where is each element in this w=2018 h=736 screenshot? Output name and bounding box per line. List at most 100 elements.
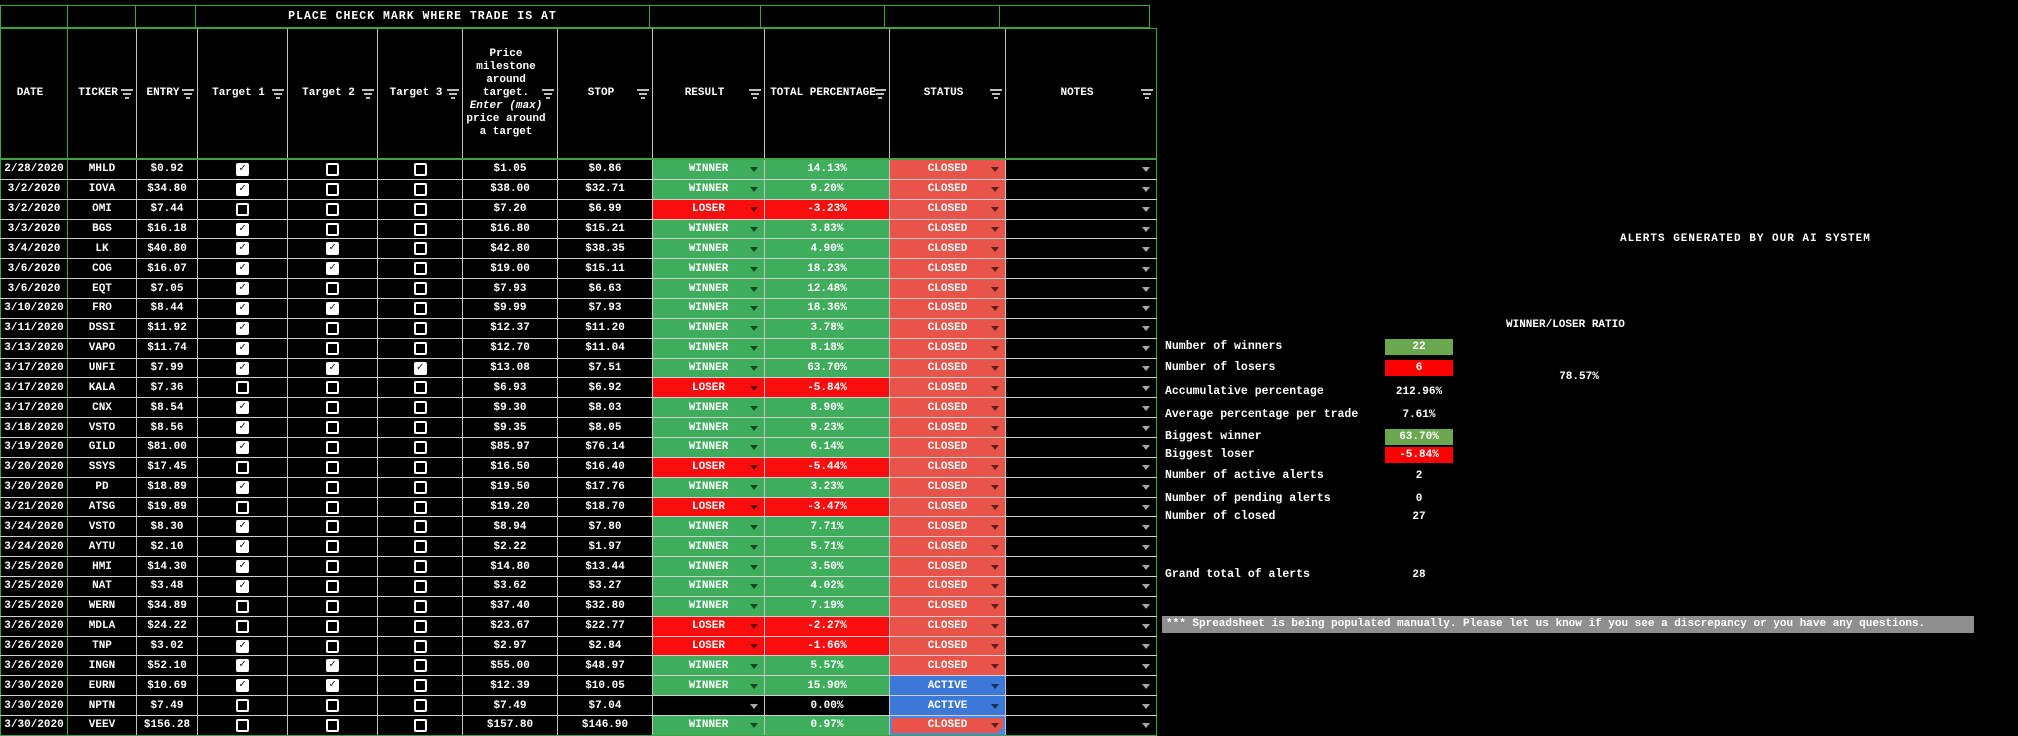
target2-cell[interactable]	[288, 577, 378, 596]
cell-result-dropdown[interactable]: LOSER	[653, 199, 765, 219]
dropdown-arrow-icon[interactable]	[991, 445, 999, 451]
banner-empty-cell[interactable]	[135, 5, 196, 28]
target1-checkbox[interactable]: ✓	[236, 182, 249, 196]
cell-stop[interactable]: $22.77	[558, 616, 653, 636]
cell-stop[interactable]: $16.40	[558, 457, 653, 477]
cell-date[interactable]: 3/25/2020	[0, 596, 68, 616]
target1-checkbox[interactable]	[236, 460, 249, 474]
header-status[interactable]: STATUS	[890, 29, 1006, 158]
cell-ticker[interactable]: EURN	[68, 676, 137, 696]
target3-cell[interactable]	[378, 179, 463, 199]
target1-cell[interactable]	[198, 378, 288, 398]
cell-result-dropdown[interactable]: WINNER	[653, 239, 765, 259]
cell-total-percentage[interactable]: -3.23%	[765, 199, 890, 219]
cell-total-percentage[interactable]: -5.84%	[765, 378, 890, 398]
cell-status-dropdown[interactable]: CLOSED	[890, 199, 1006, 219]
banner-empty-cell[interactable]	[884, 5, 1000, 28]
cell-entry[interactable]: $81.00	[137, 438, 198, 457]
target1-cell[interactable]	[198, 199, 288, 219]
header-stop[interactable]: STOP	[558, 29, 653, 158]
dropdown-arrow-icon[interactable]	[1142, 624, 1150, 630]
target3-checkbox[interactable]	[413, 540, 427, 554]
cell-entry[interactable]: $52.10	[137, 656, 198, 676]
cell-total-percentage[interactable]: 18.23%	[765, 259, 890, 279]
dropdown-arrow-icon[interactable]	[1142, 445, 1150, 451]
cell-stop[interactable]: $48.97	[558, 656, 653, 676]
target2-checkbox[interactable]	[326, 321, 339, 335]
cell-total-percentage[interactable]: -5.44%	[765, 457, 890, 477]
cell-total-percentage[interactable]: 4.90%	[765, 239, 890, 259]
cell-result-dropdown[interactable]: WINNER	[653, 179, 765, 199]
dropdown-arrow-icon[interactable]	[750, 405, 758, 411]
cell-notes-dropdown[interactable]	[1006, 596, 1157, 616]
target2-checkbox[interactable]	[326, 381, 339, 395]
cell-status-dropdown[interactable]: CLOSED	[890, 577, 1006, 596]
cell-result-dropdown[interactable]: WINNER	[653, 517, 765, 537]
target3-cell[interactable]	[378, 716, 463, 735]
dropdown-arrow-icon[interactable]	[1142, 207, 1150, 213]
cell-stop[interactable]: $146.90	[558, 716, 653, 735]
target2-cell[interactable]	[288, 418, 378, 438]
target2-cell[interactable]	[288, 716, 378, 735]
target3-checkbox[interactable]	[413, 341, 427, 355]
cell-ticker[interactable]: VEEV	[68, 716, 137, 735]
cell-notes-dropdown[interactable]	[1006, 477, 1157, 497]
dropdown-arrow-icon[interactable]	[991, 465, 999, 471]
target3-cell[interactable]	[378, 239, 463, 259]
cell-status-dropdown[interactable]: CLOSED	[890, 338, 1006, 358]
target3-cell[interactable]	[378, 259, 463, 279]
cell-ticker[interactable]: GILD	[68, 438, 137, 457]
target2-checkbox[interactable]: ✓	[326, 301, 339, 315]
cell-price-milestone[interactable]: $157.80	[463, 716, 558, 735]
target3-checkbox[interactable]	[413, 679, 427, 693]
filter-icon[interactable]	[874, 88, 886, 99]
target3-checkbox[interactable]	[413, 659, 427, 673]
cell-stop[interactable]: $15.21	[558, 219, 653, 239]
cell-status-dropdown[interactable]: CLOSED	[890, 716, 1006, 735]
cell-entry[interactable]: $8.44	[137, 299, 198, 318]
target2-checkbox[interactable]	[326, 579, 339, 593]
target1-cell[interactable]: ✓	[198, 160, 288, 179]
cell-total-percentage[interactable]: -1.66%	[765, 636, 890, 656]
cell-total-percentage[interactable]: 9.20%	[765, 179, 890, 199]
target3-cell[interactable]	[378, 577, 463, 596]
target2-checkbox[interactable]: ✓	[326, 242, 339, 256]
cell-date[interactable]: 3/17/2020	[0, 398, 68, 418]
target3-cell[interactable]	[378, 656, 463, 676]
cell-entry[interactable]: $3.48	[137, 577, 198, 596]
dropdown-arrow-icon[interactable]	[991, 167, 999, 173]
cell-status-dropdown[interactable]: CLOSED	[890, 378, 1006, 398]
target2-cell[interactable]: ✓	[288, 358, 378, 378]
cell-stop[interactable]: $15.11	[558, 259, 653, 279]
cell-status-dropdown[interactable]: CLOSED	[890, 557, 1006, 577]
target3-cell[interactable]	[378, 199, 463, 219]
target3-checkbox[interactable]	[413, 282, 427, 296]
target2-checkbox[interactable]	[326, 341, 339, 355]
filter-icon[interactable]	[182, 88, 194, 99]
target2-checkbox[interactable]	[326, 460, 339, 474]
dropdown-arrow-icon[interactable]	[991, 306, 999, 312]
dropdown-arrow-icon[interactable]	[991, 544, 999, 550]
cell-status-dropdown[interactable]: CLOSED	[890, 477, 1006, 497]
dropdown-arrow-icon[interactable]	[1142, 564, 1150, 570]
dropdown-arrow-icon[interactable]	[1142, 286, 1150, 292]
dropdown-arrow-icon[interactable]	[991, 624, 999, 630]
target1-checkbox[interactable]	[236, 599, 249, 613]
cell-ticker[interactable]: EQT	[68, 279, 137, 299]
cell-entry[interactable]: $2.10	[137, 537, 198, 557]
cell-result-dropdown[interactable]: LOSER	[653, 616, 765, 636]
cell-date[interactable]: 3/25/2020	[0, 557, 68, 577]
cell-notes-dropdown[interactable]	[1006, 418, 1157, 438]
cell-result-dropdown[interactable]: WINNER	[653, 259, 765, 279]
cell-date[interactable]: 2/28/2020	[0, 160, 68, 179]
cell-ticker[interactable]: TNP	[68, 636, 137, 656]
cell-entry[interactable]: $11.74	[137, 338, 198, 358]
cell-result-dropdown[interactable]: WINNER	[653, 398, 765, 418]
target1-checkbox[interactable]: ✓	[236, 222, 249, 236]
cell-stop[interactable]: $32.80	[558, 596, 653, 616]
cell-total-percentage[interactable]: -3.47%	[765, 497, 890, 517]
cell-notes-dropdown[interactable]	[1006, 537, 1157, 557]
target1-cell[interactable]: ✓	[198, 577, 288, 596]
target1-checkbox[interactable]: ✓	[236, 480, 249, 494]
cell-ticker[interactable]: INGN	[68, 656, 137, 676]
